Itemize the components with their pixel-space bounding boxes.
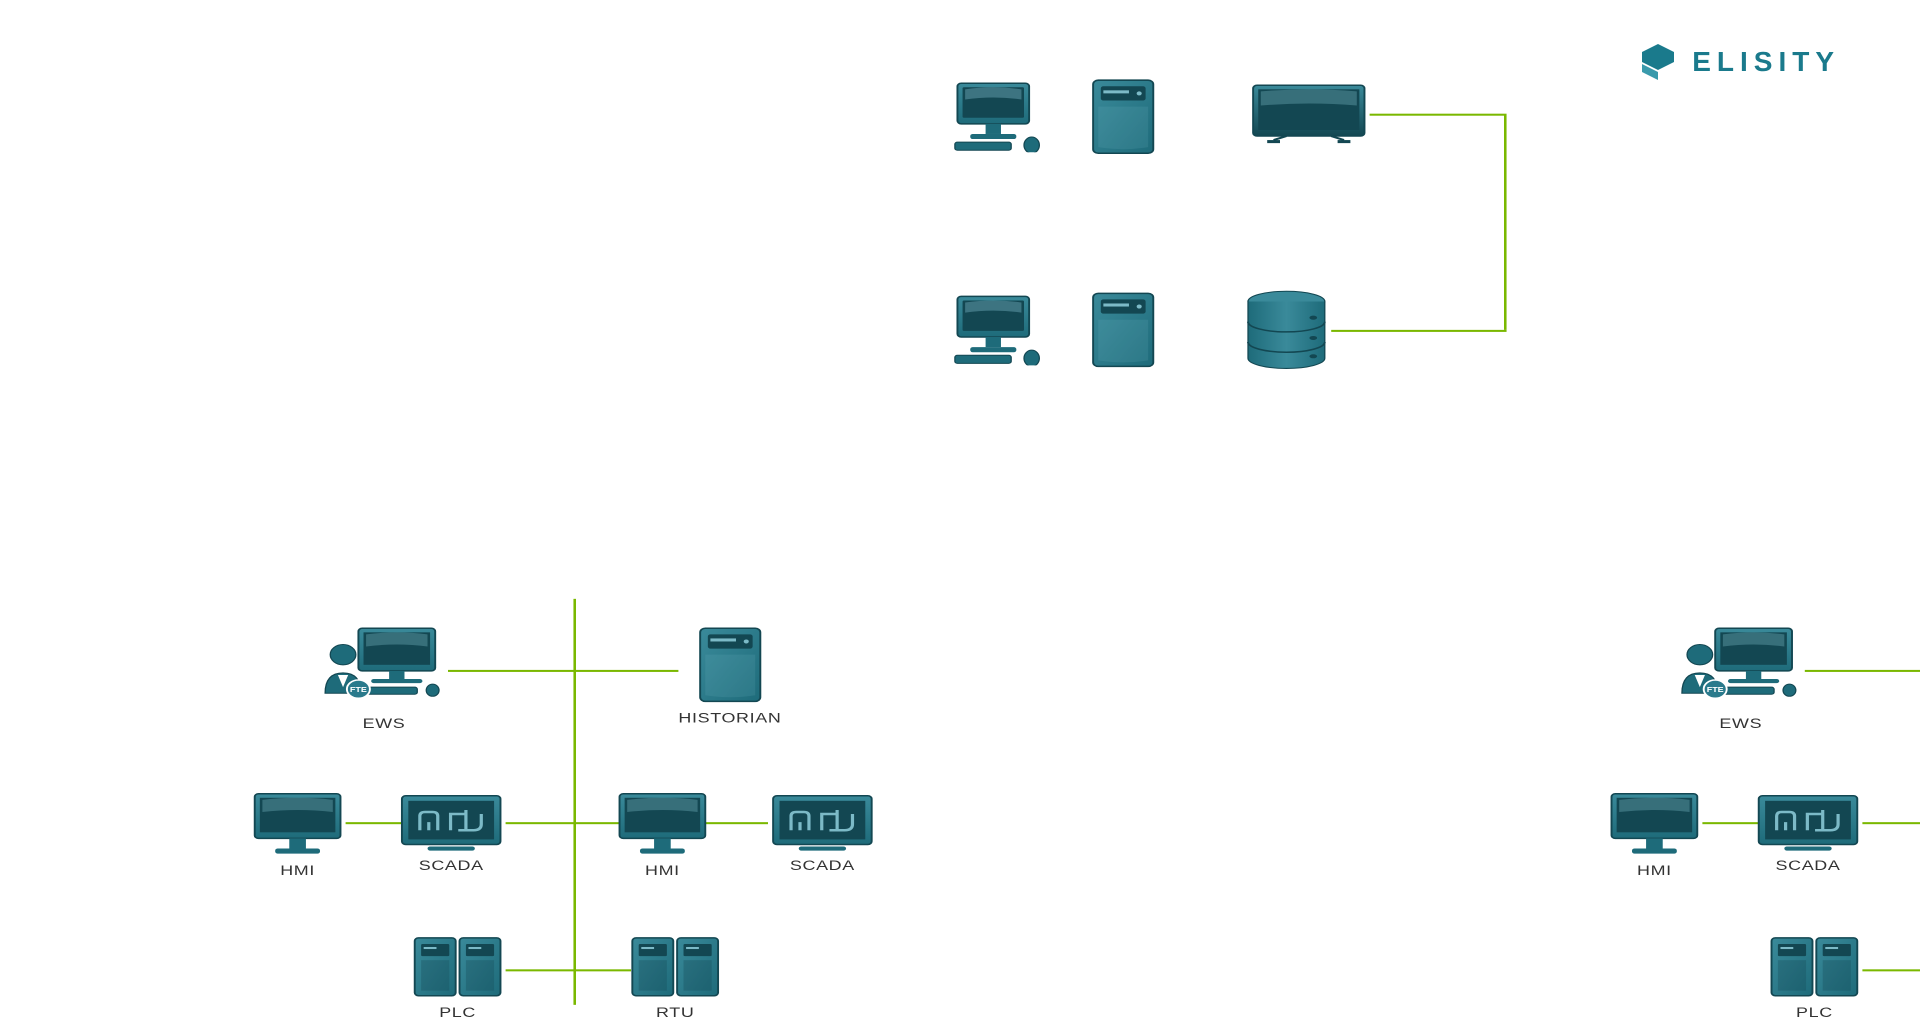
node-label: HISTORIAN bbox=[678, 709, 781, 725]
node-label: PLC bbox=[1796, 1004, 1833, 1020]
monitor-icon bbox=[1606, 792, 1702, 858]
server-small-icon bbox=[695, 624, 765, 705]
logo-icon bbox=[1636, 40, 1680, 84]
node-l-hist: HISTORIAN bbox=[678, 624, 781, 726]
network-edge bbox=[1331, 330, 1506, 332]
network-edge bbox=[1702, 822, 1760, 824]
svg-text:FTE: FTE bbox=[350, 686, 368, 694]
node-mid-pc bbox=[947, 294, 1049, 365]
scada-icon bbox=[1754, 792, 1863, 853]
operator-icon: FTE bbox=[320, 624, 448, 710]
brand-logo: ELISITY bbox=[1636, 40, 1840, 84]
database-icon bbox=[1242, 289, 1332, 370]
node-label: RTU bbox=[656, 1004, 694, 1020]
network-edge bbox=[346, 822, 404, 824]
network-edge bbox=[573, 599, 576, 1005]
node-r-scada1: SCADA bbox=[1754, 792, 1863, 873]
network-edge bbox=[1370, 114, 1504, 116]
node-l-rtu: RTU bbox=[627, 934, 723, 1020]
node-top-tv bbox=[1248, 81, 1370, 147]
node-l-scada2: SCADA bbox=[768, 792, 877, 873]
scada-icon bbox=[768, 792, 877, 853]
node-top-server bbox=[1088, 76, 1158, 157]
monitor-icon bbox=[250, 792, 346, 858]
node-mid-server bbox=[1088, 289, 1158, 370]
node-r-ews: FTE EWS bbox=[1677, 624, 1805, 731]
cabinet-icon bbox=[627, 934, 723, 1000]
network-edge bbox=[1862, 822, 1920, 824]
node-mid-db bbox=[1242, 289, 1332, 370]
node-label: SCADA bbox=[790, 857, 855, 873]
node-label: SCADA bbox=[1776, 857, 1841, 873]
node-l-scada1: SCADA bbox=[397, 792, 506, 873]
cabinet-icon bbox=[410, 934, 506, 1000]
svg-text:FTE: FTE bbox=[1707, 686, 1725, 694]
node-label: EWS bbox=[363, 715, 406, 731]
network-edge bbox=[1862, 969, 1920, 971]
node-l-ews: FTE EWS bbox=[320, 624, 448, 731]
node-l-hmi2: HMI bbox=[614, 792, 710, 878]
logo-text: ELISITY bbox=[1692, 46, 1840, 78]
node-r-hmi1: HMI bbox=[1606, 792, 1702, 878]
node-label: HMI bbox=[1637, 862, 1672, 878]
network-edge bbox=[448, 670, 678, 672]
node-label: PLC bbox=[439, 1004, 476, 1020]
desktop-icon bbox=[947, 81, 1049, 152]
tv-icon bbox=[1248, 81, 1370, 147]
node-top-pc bbox=[947, 81, 1049, 152]
scada-icon bbox=[397, 792, 506, 853]
node-label: HMI bbox=[280, 862, 315, 878]
node-label: EWS bbox=[1719, 715, 1762, 731]
cabinet-icon bbox=[1766, 934, 1862, 1000]
desktop-icon bbox=[947, 294, 1049, 365]
node-l-hmi1: HMI bbox=[250, 792, 346, 878]
network-edge bbox=[506, 969, 631, 971]
node-label: SCADA bbox=[419, 857, 484, 873]
server-small-icon bbox=[1088, 76, 1158, 157]
node-l-plc: PLC bbox=[410, 934, 506, 1020]
server-small-icon bbox=[1088, 289, 1158, 370]
network-edge bbox=[1805, 670, 1920, 672]
monitor-icon bbox=[614, 792, 710, 858]
network-edge bbox=[1504, 114, 1507, 330]
node-r-plc: PLC bbox=[1766, 934, 1862, 1020]
node-label: HMI bbox=[645, 862, 680, 878]
operator-icon: FTE bbox=[1677, 624, 1805, 710]
